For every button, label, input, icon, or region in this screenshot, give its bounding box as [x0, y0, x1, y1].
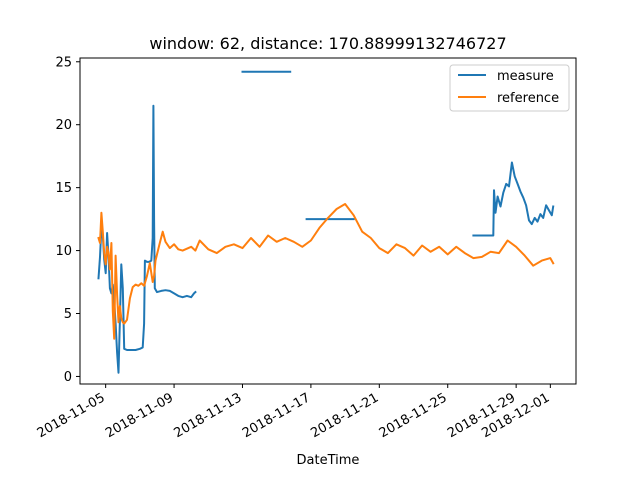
y-tick-label: 25: [55, 55, 72, 70]
y-tick-label: 10: [55, 244, 72, 259]
y-tick-label: 5: [64, 307, 72, 322]
y-tick-label: 0: [64, 370, 72, 385]
legend-label-measure: measure: [497, 69, 554, 84]
x-axis-label: DateTime: [297, 453, 360, 468]
plot-frame: [79, 57, 577, 385]
y-tick-label: 15: [55, 181, 72, 196]
legend-label-reference: reference: [497, 91, 559, 106]
y-axis: 0 5 10 15 20 25: [55, 55, 80, 385]
series-reference-segment-0: [97, 203, 555, 340]
y-tick-label: 20: [55, 118, 72, 133]
legend-box: [449, 64, 570, 112]
legend: measure reference: [449, 64, 570, 112]
series-measure-segment-3: [472, 161, 555, 237]
series-layer: [97, 70, 555, 374]
chart-title: window: 62, distance: 170.88999132746727: [149, 34, 506, 53]
